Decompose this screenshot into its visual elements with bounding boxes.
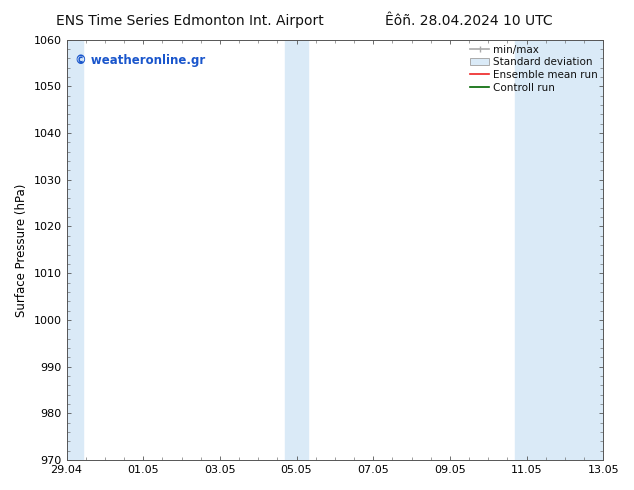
Text: ENS Time Series Edmonton Int. Airport: ENS Time Series Edmonton Int. Airport [56, 14, 324, 28]
Bar [285, 40, 308, 460]
Bar [67, 40, 83, 460]
Text: Êôñ. 28.04.2024 10 UTC: Êôñ. 28.04.2024 10 UTC [385, 14, 553, 28]
Legend: min/max, Standard deviation, Ensemble mean run, Controll run: min/max, Standard deviation, Ensemble me… [467, 42, 601, 96]
Text: © weatheronline.gr: © weatheronline.gr [75, 54, 205, 67]
Bar [515, 40, 603, 460]
Y-axis label: Surface Pressure (hPa): Surface Pressure (hPa) [15, 183, 28, 317]
